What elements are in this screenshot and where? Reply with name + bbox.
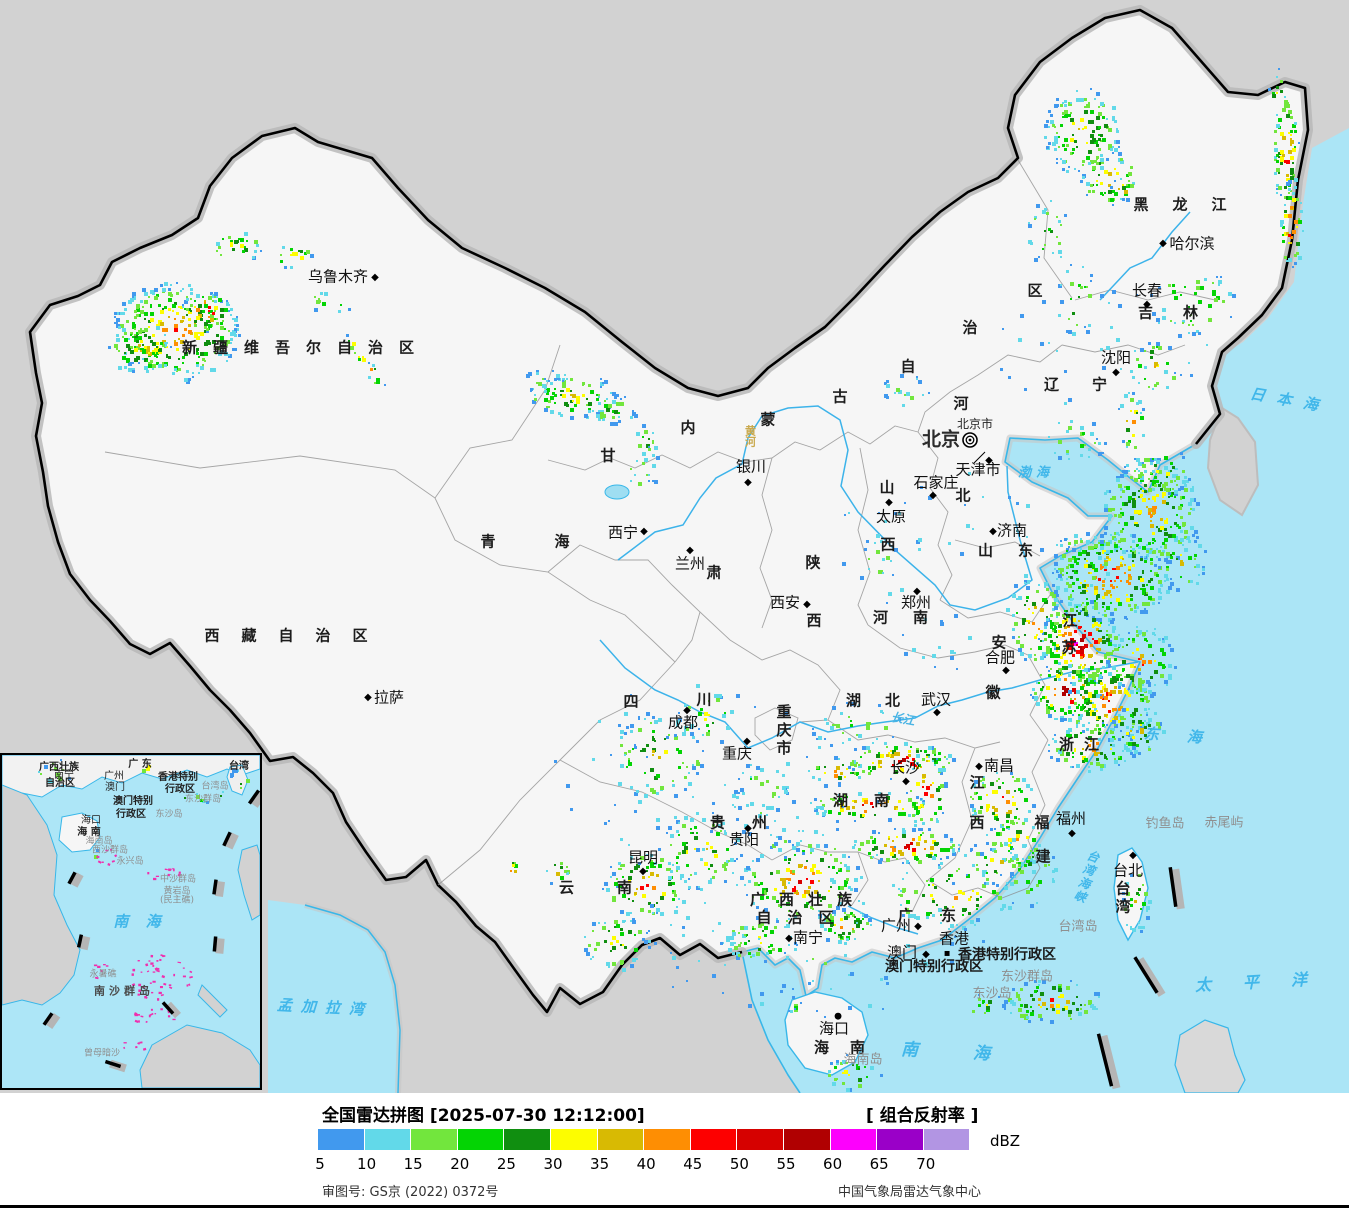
dbz-tick-65: 65: [869, 1155, 889, 1173]
inset-indochina-land: [2, 784, 81, 1006]
review-number: 审图号: GS京 (2022) 0372号: [322, 1185, 499, 1200]
inset-svg: [2, 755, 260, 1088]
bengal-coastline: [304, 904, 401, 1093]
beijing-capital-marker: [962, 432, 978, 448]
legend-panel: 全国雷达拼图 [2025-07-30 12:12:00] [ 组合反射率 ] d…: [0, 1093, 1349, 1208]
province-borders: [104, 159, 1216, 913]
dbz-tick-45: 45: [683, 1155, 703, 1173]
dbz-swatch-30: [550, 1129, 597, 1150]
sea-east: [742, 128, 1349, 1093]
dbz-swatch-5: [318, 1129, 364, 1150]
dbz-swatch-20: [457, 1129, 504, 1150]
product-label: [ 组合反射率 ]: [866, 1106, 979, 1126]
dbz-tick-70: 70: [916, 1155, 936, 1173]
dbz-swatch-25: [504, 1129, 550, 1150]
dbz-tick-35: 35: [590, 1155, 610, 1173]
map-title: 全国雷达拼图 [2025-07-30 12:12:00]: [322, 1106, 645, 1126]
dbz-tick-15: 15: [403, 1155, 423, 1173]
dbz-swatch-60: [830, 1129, 877, 1150]
china-radar-map: 黑龙江 吉林 辽宁河北山西山东 河南陕西甘肃青海西藏自治区 新疆维吾尔自治区内蒙古自治区…: [0, 0, 1349, 1093]
dbz-tick-60: 60: [823, 1155, 843, 1173]
inset-echo-layer: [38, 759, 250, 859]
qinghai-lake: [604, 484, 630, 500]
taiwan-island: [1113, 847, 1149, 942]
dbz-tick-20: 20: [450, 1155, 470, 1173]
dbz-tick-40: 40: [636, 1155, 656, 1173]
inset-borneo: [139, 1024, 260, 1088]
south-china-sea-inset: 广西壮族 自治区 南宁广 东广州 香港特别 行政区 澳门 澳门特别 行政区 台湾 台湾岛 东沙群岛东…: [0, 753, 262, 1090]
dbz-swatch-40: [644, 1129, 690, 1150]
map-base-svg: [0, 0, 1349, 1093]
inset-nine-dash-line: [42, 789, 260, 1073]
dbz-swatch-65: [877, 1129, 923, 1150]
china-landmass: [30, 10, 1308, 1012]
dbz-swatch-10: [364, 1129, 411, 1150]
dbz-colorbar: [318, 1129, 970, 1150]
dbz-swatch-50: [737, 1129, 783, 1150]
coastline: [741, 437, 1197, 1093]
inset-palawan: [197, 984, 228, 1018]
dbz-tick-50: 50: [729, 1155, 749, 1173]
dbz-swatch-70: [923, 1129, 970, 1150]
dbz-tick-labels: 5 10 15 20 25 30 35 40 45 50 55 60 65 70: [0, 1155, 1349, 1173]
dbz-tick-55: 55: [776, 1155, 796, 1173]
national-border: [28, 8, 1310, 1014]
dbz-tick-5: 5: [315, 1155, 325, 1173]
dbz-swatch-55: [783, 1129, 830, 1150]
dbz-tick-10: 10: [357, 1155, 377, 1173]
inset-hainan: [58, 812, 101, 853]
boundary-dashes: [1096, 866, 1185, 1090]
bottom-border-line: [0, 1205, 1349, 1208]
dbz-swatch-45: [690, 1129, 737, 1150]
dbz-unit-label: dBZ: [990, 1132, 1021, 1150]
agency-credit: 中国气象局雷达气象中心: [838, 1185, 982, 1200]
dbz-swatch-15: [411, 1129, 457, 1150]
radar-echo-layer: [108, 68, 1304, 1092]
korea-peninsula: [1206, 406, 1260, 517]
dbz-swatch-35: [597, 1129, 644, 1150]
inset-luzon: [237, 844, 260, 921]
dbz-tick-30: 30: [543, 1155, 563, 1173]
luzon-island: [1174, 1019, 1246, 1093]
tianjin-leader-line: [973, 451, 986, 464]
sea-bay-of-bengal: [268, 900, 400, 1093]
dbz-tick-25: 25: [496, 1155, 516, 1173]
